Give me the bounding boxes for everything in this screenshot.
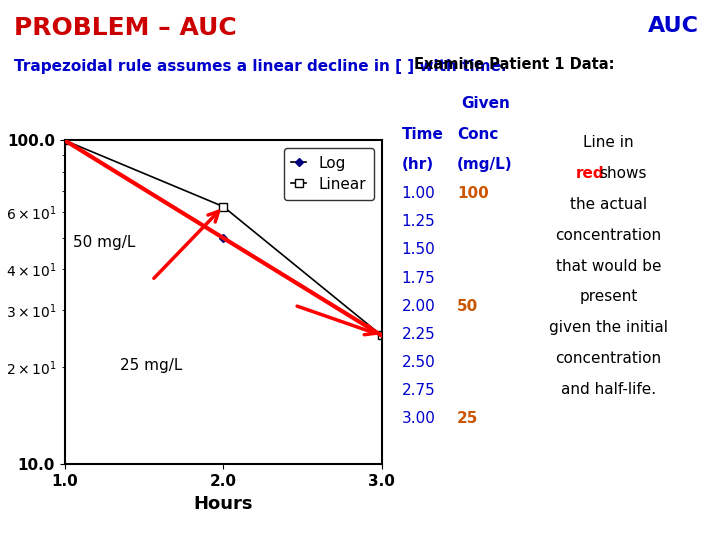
Text: 1.25: 1.25 <box>402 214 436 230</box>
Log <box>219 235 228 241</box>
Text: concentration: concentration <box>555 351 662 366</box>
Y-axis label: Conc (mg/L): Conc (mg/L) <box>0 251 1 354</box>
Line: Log: Log <box>62 138 384 338</box>
Text: shows: shows <box>599 166 647 181</box>
Text: 3.00: 3.00 <box>402 411 436 426</box>
Text: red: red <box>576 166 605 181</box>
Text: 1.75: 1.75 <box>402 271 436 286</box>
Text: 50: 50 <box>457 299 479 314</box>
Text: 2.25: 2.25 <box>402 327 436 342</box>
Text: 25 mg/L: 25 mg/L <box>120 359 183 374</box>
Text: and half-life.: and half-life. <box>561 382 656 397</box>
Text: PROBLEM – AUC: PROBLEM – AUC <box>14 16 237 40</box>
Text: concentration: concentration <box>555 228 662 243</box>
Text: AUC: AUC <box>647 16 698 36</box>
Text: (hr): (hr) <box>402 157 434 172</box>
Text: Line in: Line in <box>583 135 634 150</box>
Text: the actual: the actual <box>570 197 647 212</box>
Text: Trapezoidal rule assumes a linear decline in [ ] with time.: Trapezoidal rule assumes a linear declin… <box>14 59 507 75</box>
Line: Linear: Linear <box>60 136 386 340</box>
Linear <box>60 137 69 144</box>
X-axis label: Hours: Hours <box>194 495 253 512</box>
Text: 25: 25 <box>457 411 479 426</box>
Log <box>377 332 386 339</box>
Text: 2.75: 2.75 <box>402 383 436 398</box>
Text: Examine Patient 1 Data:: Examine Patient 1 Data: <box>414 57 614 72</box>
Log <box>60 137 69 144</box>
Text: 50 mg/L: 50 mg/L <box>73 235 135 249</box>
Text: Given: Given <box>461 96 510 111</box>
Text: 2.00: 2.00 <box>402 299 436 314</box>
Text: 1.00: 1.00 <box>402 186 436 201</box>
Legend: Log, Linear: Log, Linear <box>284 148 374 200</box>
Text: Conc: Conc <box>457 127 498 142</box>
Text: 1.50: 1.50 <box>402 242 436 258</box>
Text: present: present <box>579 289 638 305</box>
Linear <box>377 332 386 339</box>
Text: (mg/L): (mg/L) <box>457 157 513 172</box>
Text: given the initial: given the initial <box>549 320 668 335</box>
Linear <box>219 203 228 210</box>
Text: 2.50: 2.50 <box>402 355 436 370</box>
Text: that would be: that would be <box>556 259 661 274</box>
Text: 100: 100 <box>457 186 489 201</box>
Text: Time: Time <box>402 127 444 142</box>
